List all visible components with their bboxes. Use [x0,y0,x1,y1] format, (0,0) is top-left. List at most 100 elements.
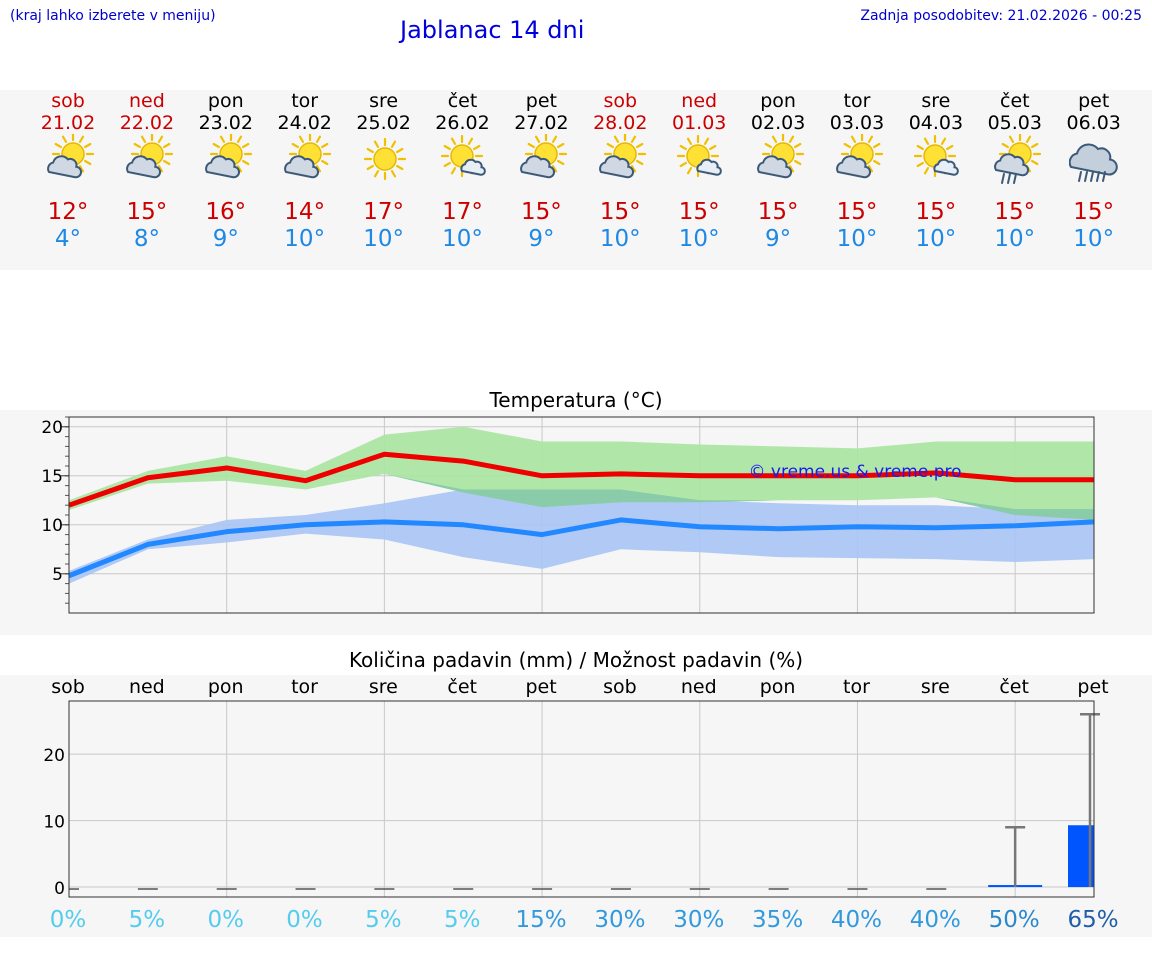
day-date: 22.02 [119,112,175,134]
day-forecast: sre 25.02 17° 10° [344,90,424,270]
category-label: pet [525,676,556,698]
max-temperature-line-point [541,475,543,477]
page-title: Jablanac 14 dni [400,16,585,44]
min-temperature: 10° [1073,226,1115,252]
cloud-shape [757,155,793,179]
max-temperature-line-point [935,472,937,474]
day-name: sob [603,90,638,112]
max-temperature: 15° [521,199,562,225]
day-forecast: sre 04.03 15° 10° [896,90,976,270]
day-date: 06.03 [1066,112,1121,134]
min-temperature-line-point [620,519,622,521]
day-forecast: ned 01.03 15° 10° [659,90,739,270]
watermark-text: © vreme.us & vreme.pro [748,462,961,482]
max-temperature: 15° [915,199,957,225]
day-name: pet [1078,90,1110,112]
plot-frame [68,700,1095,898]
min-temperature: 10° [994,226,1036,252]
min-temperature: 8° [133,226,160,252]
day-name: pon [207,90,244,112]
sun-small-cloud-icon [440,134,486,178]
rain-drop [1012,173,1017,184]
rain-drop [1083,171,1088,182]
max-temperature-line-point [305,480,307,482]
max-temperature-line-point [1014,479,1016,481]
min-temperature: 10° [915,226,957,252]
day-name: sob [51,90,85,112]
day-forecast: tor 24.02 14° 10° [265,90,345,270]
min-temperature-line-point [935,527,937,529]
category-label: sob [51,676,85,698]
last-update-text: Zadnja posodobitev: 21.02.2026 - 00:25 [860,8,1142,24]
day-date: 03.03 [829,112,885,134]
partly-cloudy-icon [126,134,173,179]
day-date: 28.02 [593,112,648,134]
min-temperature: 10° [363,226,404,252]
plot-frame [68,416,1095,614]
location-hint-link[interactable]: (kraj lahko izberete v meniju) [10,8,216,24]
day-forecast: pon 02.03 15° 9° [738,90,818,270]
sun-cloud-rain-icon [993,134,1041,184]
precipitation-probability: 35% [752,907,803,933]
day-forecast: sob 21.02 12° 4° [28,90,108,270]
max-temperature: 15° [1073,199,1115,225]
category-label: čet [999,676,1029,698]
y-tick-label: 20 [41,418,63,438]
cloud-shape [47,155,83,179]
day-forecast: pet 06.03 15° 10° [1054,90,1134,270]
cloud-shape [1068,143,1118,176]
precipitation-chart: sob ned pon tor sre čet pet sob ned pon tor sre čet p… [43,676,1118,933]
category-label: pon [760,676,796,698]
day-forecast: čet 26.02 17° 10° [423,90,503,270]
precipitation-chart-title: Količina padavin (mm) / Možnost padavin … [348,648,804,672]
category-label: ned [681,676,717,698]
cloud-shape [283,155,319,179]
min-temperature: 10° [284,226,326,252]
day-name: tor [843,90,871,112]
min-temperature-line-point [699,526,701,528]
day-name: pet [525,90,557,112]
day-date: 05.03 [987,112,1042,134]
category-label: sob [603,676,637,698]
max-temperature: 15° [836,199,878,225]
category-label: tor [843,676,870,698]
max-temperature-line-point [778,475,780,477]
max-temperature: 15° [678,199,720,225]
y-tick-label: 10 [41,516,63,536]
precipitation-probability: 50% [989,907,1040,933]
category-label: sre [921,676,950,698]
max-temperature: 15° [126,199,168,225]
min-temperature: 4° [54,226,82,252]
day-date: 24.02 [277,112,332,134]
day-forecast: pon 23.02 16° 9° [186,90,266,270]
sun-small-cloud-icon [913,134,959,178]
rain-drop [1077,171,1082,182]
precipitation-probability: 40% [910,907,961,933]
precipitation-probability: 0% [286,907,323,933]
day-date: 25.02 [356,112,411,134]
day-forecast: sob 28.02 15° 10° [580,90,660,270]
sun-shape [363,137,406,181]
max-temperature-line-point [699,475,701,477]
rain-cloud-icon [1068,143,1118,182]
y-tick-label: 15 [41,467,63,487]
max-temperature: 12° [47,199,89,225]
day-name: sre [369,90,399,112]
min-temperature: 9° [765,226,792,252]
category-label: sre [369,676,398,698]
category-label: pet [1077,676,1108,698]
partly-cloudy-icon [520,134,568,179]
day-date: 04.03 [908,112,964,134]
partly-cloudy-icon [599,134,647,179]
precipitation-probability: 65% [1067,907,1118,933]
precipitation-probability: 5% [129,907,166,933]
day-date: 01.03 [671,112,727,134]
y-tick-label: 10 [43,813,65,833]
rain-drop [1089,171,1094,182]
rain-drop [1101,171,1106,182]
max-temperature-line [68,451,1094,508]
min-temperature: 10° [678,226,720,252]
min-temperature-line-point [541,534,543,536]
plot-area [69,701,1094,897]
min-temperature-line-point [856,526,858,528]
